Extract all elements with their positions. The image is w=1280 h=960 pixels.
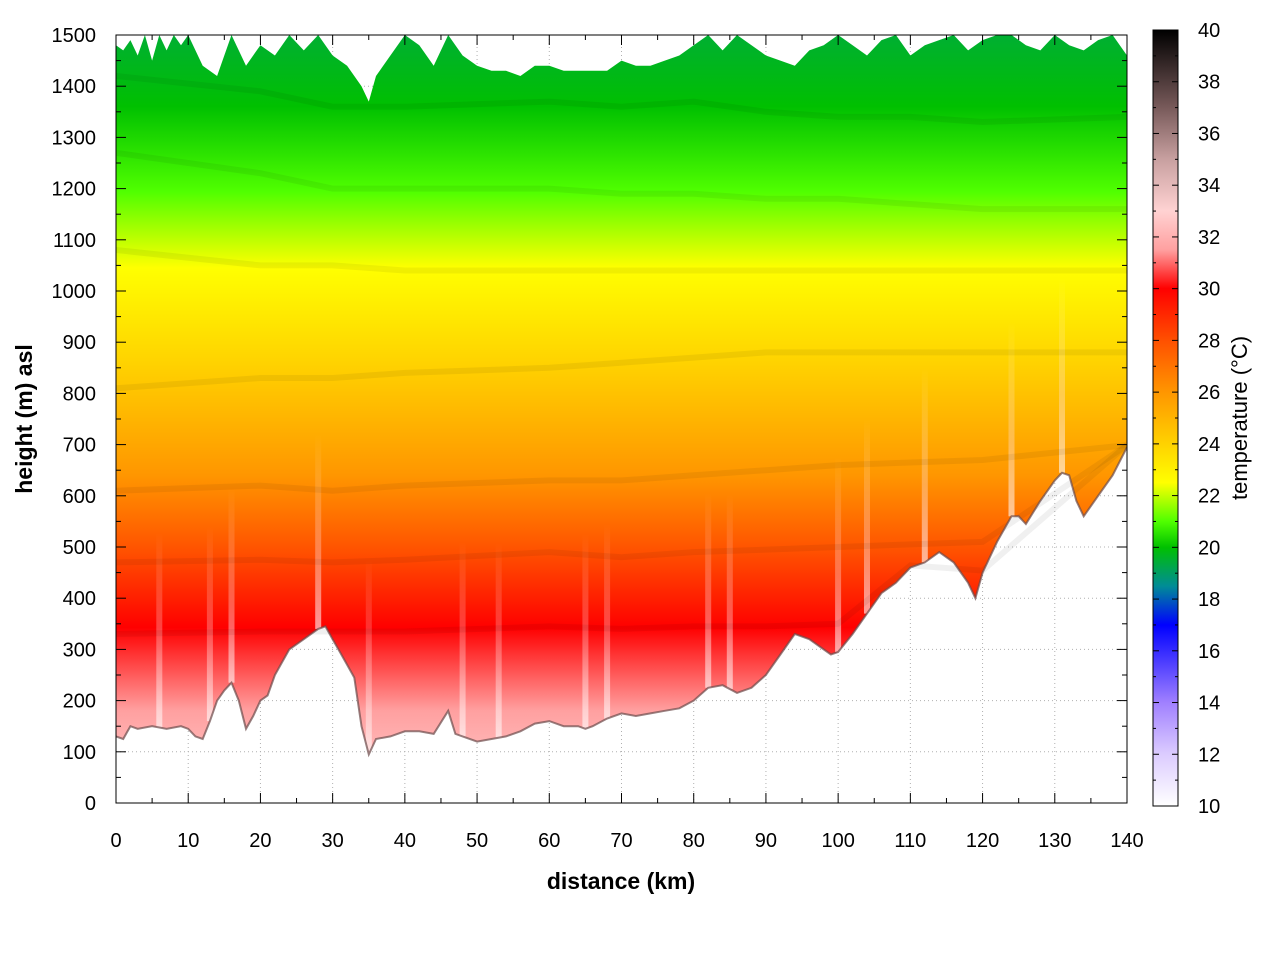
colorbar-tick-label: 22 [1198, 486, 1220, 508]
isotherm-line [116, 442, 1127, 637]
isotherm-line [116, 149, 1127, 213]
colorbar-tick-label: 10 [1198, 796, 1220, 818]
colorbar-tick-label: 26 [1198, 382, 1220, 404]
y-tick-label: 300 [63, 639, 96, 661]
x-tick-label: 140 [1110, 830, 1143, 852]
warm-streak [835, 457, 842, 652]
warm-streak [315, 434, 322, 629]
isotherm-line [116, 442, 1127, 494]
x-tick-label: 60 [538, 830, 560, 852]
y-tick-label: 800 [63, 383, 96, 405]
y-tick-label: 1200 [52, 179, 97, 201]
warm-streak [228, 488, 235, 683]
y-tick-label: 600 [63, 486, 96, 508]
warm-streak [156, 532, 163, 728]
warm-streak [582, 534, 589, 729]
x-tick-label: 50 [466, 830, 488, 852]
x-axis-title: distance (km) [547, 868, 695, 894]
isotherm-line [116, 442, 1127, 566]
colorbar-tick-label: 14 [1198, 693, 1220, 715]
warm-streak [921, 367, 928, 563]
warm-streak [495, 543, 502, 738]
warm-streak [726, 494, 733, 690]
x-tick-label: 100 [821, 830, 854, 852]
y-tick-label: 400 [63, 588, 96, 610]
colorbar-tick-label: 30 [1198, 279, 1220, 301]
isotherm-line [116, 349, 1127, 392]
warm-streak [864, 419, 870, 614]
x-tick-label: 130 [1038, 830, 1071, 852]
colorbar-tick-label: 16 [1198, 641, 1220, 663]
y-tick-label: 1300 [52, 127, 97, 149]
y-tick-label: 1500 [52, 25, 97, 47]
x-tick-label: 90 [755, 830, 777, 852]
y-tick-label: 100 [63, 742, 96, 764]
warm-streak [1059, 278, 1065, 473]
x-tick-label: 120 [966, 830, 999, 852]
x-tick-label: 10 [177, 830, 199, 852]
colorbar-tick-label: 38 [1198, 72, 1220, 94]
y-axis: 0 100 200 300 400 500 600 700 800 900 1000 1100 1200… [52, 25, 1127, 815]
colorbar-tick-label: 24 [1198, 434, 1220, 456]
isotherm-line [116, 73, 1127, 126]
colorbar-tick-label: 36 [1198, 123, 1220, 145]
colorbar-tick-label: 28 [1198, 330, 1220, 352]
warm-streaks [156, 278, 1065, 755]
warm-streak [459, 541, 466, 737]
x-tick-label: 20 [249, 830, 271, 852]
y-tick-label: 200 [63, 691, 96, 713]
warm-streak [1008, 321, 1015, 517]
colorbar-axis: 10 12 14 16 18 20 22 24 26 28 30 32 34 36 38 40 [1153, 20, 1220, 818]
x-axis: 0 10 20 30 40 50 60 70 80 90 100 110 120 130 140 [110, 35, 1144, 852]
y-tick-label: 1100 [53, 230, 96, 252]
x-tick-label: 80 [683, 830, 705, 852]
y-tick-label: 500 [63, 537, 96, 559]
y-tick-label: 0 [85, 793, 96, 815]
isotherm-line [116, 247, 1127, 274]
y-tick-label: 1400 [52, 76, 97, 98]
warm-streak [705, 493, 712, 688]
x-tick-label: 30 [322, 830, 344, 852]
y-tick-label: 900 [63, 332, 96, 354]
x-tick-label: 0 [110, 830, 121, 852]
colorbar-tick-label: 12 [1198, 744, 1220, 766]
x-tick-label: 70 [610, 830, 632, 852]
isotherm-lines [116, 73, 1127, 637]
colorbar-tick-label: 40 [1198, 20, 1220, 42]
colorbar-tick-label: 20 [1198, 537, 1220, 559]
x-tick-label: 40 [394, 830, 416, 852]
x-tick-label: 110 [894, 830, 926, 852]
terrain-profile [116, 446, 1127, 758]
colorbar [1152, 29, 1179, 807]
colorbar-tick-label: 32 [1198, 227, 1220, 249]
y-tick-label: 700 [63, 435, 96, 457]
y-tick-label: 1000 [52, 281, 97, 303]
colorbar-title: temperature (°C) [1227, 336, 1252, 500]
y-axis-title: height (m) asl [11, 344, 37, 494]
warm-streak [604, 524, 611, 719]
warm-streak [365, 559, 372, 755]
warm-streak [206, 526, 213, 722]
colorbar-tick-label: 18 [1198, 589, 1220, 611]
colorbar-tick-label: 34 [1198, 175, 1220, 197]
